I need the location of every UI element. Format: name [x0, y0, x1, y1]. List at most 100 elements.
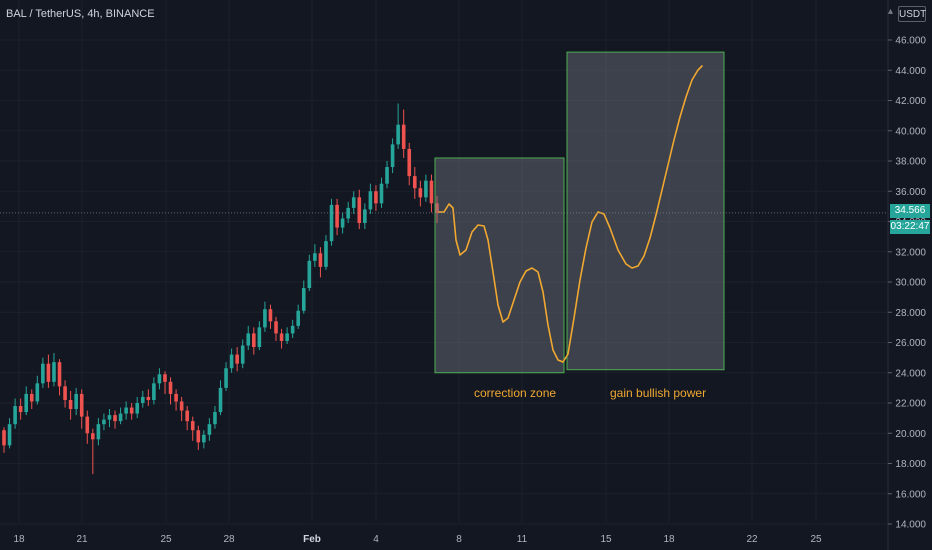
candle-body [257, 327, 262, 348]
chevron-up-icon[interactable]: ▴ [888, 6, 894, 17]
candle [202, 430, 206, 449]
candle-body [274, 321, 278, 334]
time-axis[interactable]: 18 21 25 28 Feb 4 8 11 15 18 22 25 [13, 534, 822, 545]
candle-body [35, 383, 40, 402]
time-tick-label: 15 [600, 534, 612, 545]
candle-body [140, 396, 145, 403]
last-price-badge: 34.566 [890, 204, 930, 218]
candle-body [63, 386, 67, 400]
candle-body [146, 396, 151, 400]
candle [318, 247, 323, 278]
candle [407, 142, 412, 186]
price-tick-label: 42.000 [895, 96, 926, 107]
candle [41, 357, 45, 388]
candle-body [435, 203, 439, 213]
candle [102, 413, 106, 431]
price-tick-label: 24.000 [895, 368, 926, 379]
candle [401, 109, 406, 158]
candle [335, 198, 339, 236]
candle-body [379, 183, 384, 204]
candle-body [124, 407, 128, 414]
time-tick-label: 18 [13, 534, 25, 545]
candle [324, 235, 328, 270]
price-axis[interactable]: 46.00044.00042.00040.00038.00036.00034.0… [888, 36, 926, 531]
candle [146, 389, 151, 407]
candle-body [74, 393, 78, 410]
time-tick-label: 22 [746, 534, 758, 545]
candle-body [46, 363, 51, 382]
candle-body [340, 218, 345, 228]
candle-body [307, 260, 312, 289]
gain-zone-label: gain bullish power [610, 386, 707, 400]
candle [190, 416, 195, 441]
price-tick-label: 38.000 [895, 157, 926, 168]
candle-body [13, 406, 17, 425]
currency-button[interactable]: USDT [898, 6, 926, 22]
candle [63, 380, 67, 408]
candle-body [246, 333, 251, 346]
candle [374, 185, 378, 211]
candle [296, 304, 301, 329]
candle [18, 398, 23, 420]
candle-body [313, 253, 317, 261]
candle [24, 386, 29, 416]
candle [340, 212, 345, 234]
zones-layer [434, 51, 725, 374]
candle-body [357, 197, 362, 224]
candle-body [79, 393, 84, 417]
time-tick-label: 25 [810, 534, 822, 545]
candle-body [385, 167, 389, 184]
candle [235, 347, 239, 372]
candle-body [29, 393, 34, 402]
candle-body [207, 424, 212, 435]
candle [140, 390, 145, 408]
candle-body [68, 399, 73, 410]
candle [29, 389, 34, 410]
candle [435, 195, 439, 224]
candle-body [329, 204, 334, 242]
candle-body [429, 180, 434, 204]
candle [68, 390, 73, 420]
candle-body [401, 124, 406, 149]
candle [207, 418, 212, 441]
candle [218, 380, 223, 416]
candle-body [196, 430, 201, 443]
candle [2, 427, 6, 453]
candle-body [390, 144, 395, 168]
candle-body [185, 410, 189, 422]
candle [357, 189, 362, 230]
candle [179, 396, 184, 422]
candle-body [407, 148, 412, 177]
gain-zone-box[interactable] [566, 51, 725, 371]
time-tick-label: 18 [663, 534, 675, 545]
candle [52, 353, 56, 387]
candle [13, 398, 17, 429]
symbol-title[interactable]: BAL / TetherUS, 4h, BINANCE [6, 8, 155, 20]
grid-lines [0, 0, 888, 524]
time-tick-label: 8 [456, 534, 462, 545]
candle [290, 319, 295, 338]
candle-body [168, 381, 173, 394]
candle [240, 339, 245, 369]
candle [185, 406, 189, 431]
candle [363, 203, 367, 230]
candle [412, 167, 417, 199]
candle-body [190, 421, 195, 431]
time-tick-label: 11 [517, 534, 528, 545]
candle [7, 418, 12, 449]
candle-body [24, 393, 29, 413]
time-tick-label: 25 [160, 534, 172, 545]
candle-body [363, 209, 367, 224]
candle-body [301, 288, 306, 311]
candle-body [224, 368, 228, 388]
candle-body [368, 191, 373, 210]
candle [163, 371, 167, 394]
correction-zone-box[interactable] [434, 157, 565, 374]
projection-curve [438, 65, 703, 363]
candle-body [290, 325, 295, 334]
candle-body [418, 188, 423, 198]
candle [379, 177, 384, 208]
candle [274, 316, 278, 341]
price-tick-label: 40.000 [895, 126, 926, 137]
